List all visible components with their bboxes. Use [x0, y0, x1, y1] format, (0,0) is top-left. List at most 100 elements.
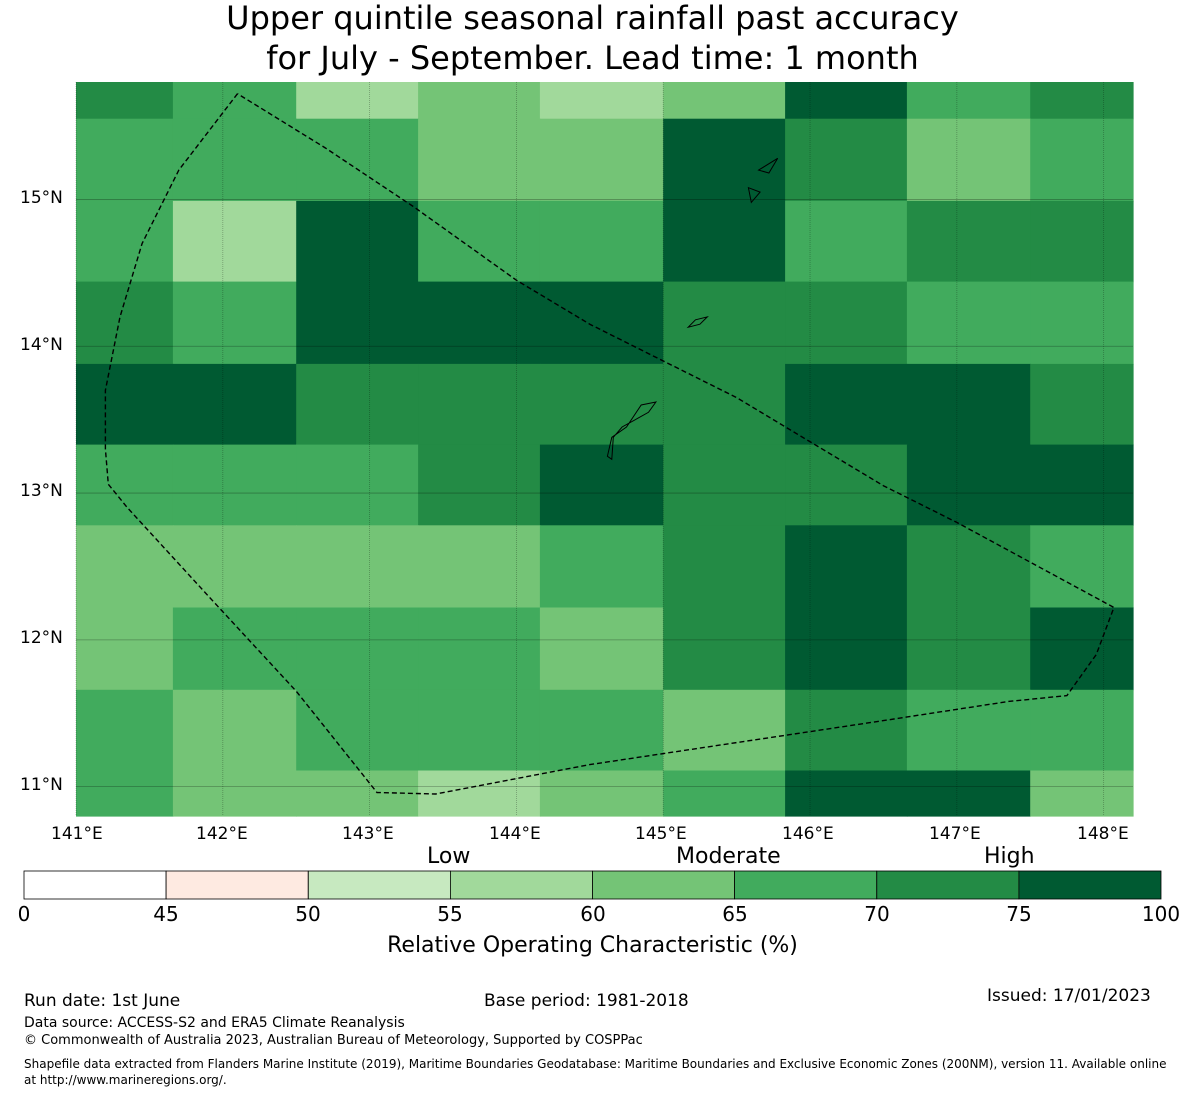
roc-cell — [1030, 444, 1134, 526]
roc-cell — [539, 770, 664, 817]
roc-cell — [76, 200, 174, 283]
colorbar-swatch — [165, 870, 309, 900]
island-outline — [606, 401, 658, 461]
roc-cell — [785, 689, 908, 772]
roc-cell — [663, 689, 786, 772]
roc-cell — [172, 118, 297, 202]
roc-cell — [906, 200, 1031, 283]
roc-cell — [296, 607, 419, 691]
chart-title: Upper quintile seasonal rainfall past ac… — [0, 0, 1185, 78]
roc-cell — [785, 444, 908, 526]
lon-label-143: 143°E — [342, 824, 394, 844]
roc-cell — [906, 689, 1031, 772]
roc-cell — [1030, 770, 1134, 817]
roc-cell — [76, 82, 174, 120]
roc-cell — [172, 200, 297, 283]
island-outline — [757, 157, 779, 174]
roc-cell — [1030, 525, 1134, 609]
roc-cell — [539, 607, 664, 691]
roc-cell — [418, 607, 541, 691]
roc-cell — [76, 281, 174, 365]
roc-cell — [539, 444, 664, 526]
roc-cell — [663, 118, 786, 202]
roc-cell — [296, 281, 419, 365]
roc-cell — [539, 281, 664, 365]
lat-label-15: 15°N — [20, 188, 63, 208]
copyright: © Commonwealth of Australia 2023, Austra… — [24, 1033, 643, 1048]
colorbar-swatch — [23, 870, 167, 900]
roc-cell — [906, 770, 1031, 817]
colorbar-swatch — [1018, 870, 1162, 900]
roc-cell — [76, 770, 174, 817]
colorbar-swatch — [734, 870, 878, 900]
cb-tick-70: 70 — [864, 902, 890, 926]
roc-cell — [76, 363, 174, 446]
lon-label-148: 148°E — [1077, 824, 1129, 844]
roc-cell — [906, 363, 1031, 446]
roc-cell — [296, 770, 419, 817]
lon-label-147: 147°E — [929, 824, 981, 844]
map-svg — [23, 82, 1162, 900]
roc-cell — [418, 525, 541, 609]
issued-date: Issued: 17/01/2023 — [987, 986, 1151, 1006]
roc-cell — [76, 444, 174, 526]
cb-tick-65: 65 — [722, 902, 748, 926]
roc-cell — [539, 82, 664, 120]
island-outlines — [606, 157, 779, 461]
roc-cell — [785, 607, 908, 691]
lon-label-144: 144°E — [489, 824, 541, 844]
roc-cell — [418, 363, 541, 446]
roc-cell — [539, 118, 664, 202]
category-moderate: Moderate — [676, 844, 781, 869]
colorbar-swatch — [592, 870, 736, 900]
roc-cell — [76, 525, 174, 609]
roc-cell — [296, 689, 419, 772]
roc-cell — [76, 607, 174, 691]
roc-cell — [1030, 82, 1134, 120]
roc-cell — [785, 200, 908, 283]
roc-cell — [172, 525, 297, 609]
roc-cell — [663, 607, 786, 691]
roc-cell — [906, 281, 1031, 365]
colorbar-swatch — [449, 870, 593, 900]
roc-cell — [785, 363, 908, 446]
lat-label-12: 12°N — [20, 628, 63, 648]
roc-cell — [172, 82, 297, 120]
cb-tick-55: 55 — [437, 902, 463, 926]
lat-label-11: 11°N — [20, 775, 63, 795]
roc-cell — [172, 689, 297, 772]
roc-cell — [539, 525, 664, 609]
roc-cell — [418, 444, 541, 526]
cb-tick-50: 50 — [295, 902, 321, 926]
colorbar-label: Relative Operating Characteristic (%) — [387, 933, 798, 958]
category-high: High — [984, 844, 1035, 869]
roc-grid-cells — [76, 82, 1134, 817]
roc-cell — [1030, 118, 1134, 202]
title-line-1: Upper quintile seasonal rainfall past ac… — [226, 0, 959, 37]
roc-cell — [418, 82, 541, 120]
island-outline — [686, 315, 709, 329]
roc-cell — [296, 363, 419, 446]
lon-label-142: 142°E — [196, 824, 248, 844]
base-period: Base period: 1981-2018 — [484, 991, 689, 1011]
run-date: Run date: 1st June — [24, 991, 181, 1011]
data-source: Data source: ACCESS-S2 and ERA5 Climate … — [24, 1015, 405, 1031]
island-outline — [747, 186, 761, 204]
cb-tick-100: 100 — [1141, 902, 1181, 926]
roc-cell — [906, 118, 1031, 202]
roc-cell — [418, 281, 541, 365]
roc-cell — [1030, 363, 1134, 446]
eez-boundary — [104, 93, 1115, 795]
roc-cell — [296, 525, 419, 609]
roc-cell — [663, 770, 786, 817]
lat-lon-gridlines — [75, 82, 1133, 816]
roc-cell — [172, 363, 297, 446]
colorbar-swatch — [876, 870, 1020, 900]
roc-cell — [785, 525, 908, 609]
cb-tick-75: 75 — [1006, 902, 1032, 926]
lon-label-145: 145°E — [635, 824, 687, 844]
roc-cell — [663, 200, 786, 283]
cb-tick-0: 0 — [17, 902, 31, 926]
roc-cell — [296, 200, 419, 283]
roc-cell — [296, 118, 419, 202]
